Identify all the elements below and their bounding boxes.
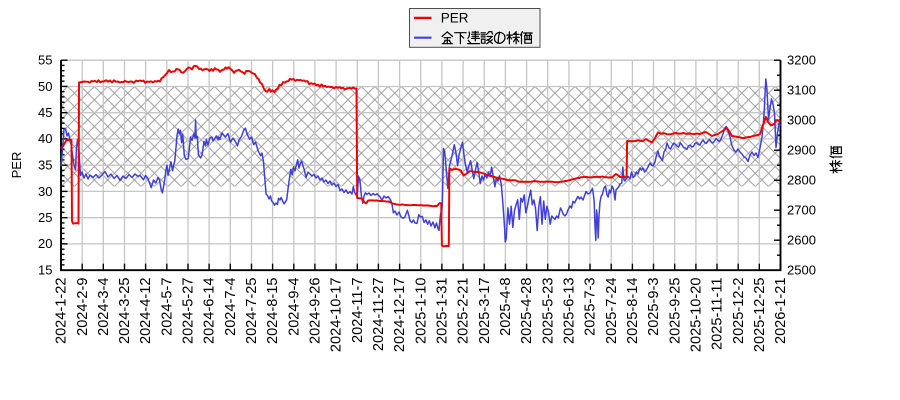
svg-text:2024-2-9: 2024-2-9 [75, 278, 91, 336]
svg-text:2600: 2600 [787, 233, 816, 248]
svg-text:2024-5-7: 2024-5-7 [159, 278, 175, 336]
svg-text:PER: PER [441, 11, 469, 26]
svg-text:2700: 2700 [787, 203, 816, 218]
svg-text:2025-6-13: 2025-6-13 [562, 278, 578, 345]
svg-text:2025-5-23: 2025-5-23 [540, 278, 556, 345]
svg-text:2024-8-15: 2024-8-15 [265, 278, 281, 345]
svg-text:2025-1-31: 2025-1-31 [435, 278, 451, 345]
svg-text:3100: 3100 [787, 83, 816, 98]
svg-text:2024-10-17: 2024-10-17 [329, 278, 345, 353]
svg-text:2025-9-25: 2025-9-25 [667, 278, 683, 345]
svg-text:25: 25 [38, 210, 52, 225]
svg-text:2024-3-25: 2024-3-25 [117, 278, 133, 345]
svg-text:2025-3-17: 2025-3-17 [477, 278, 493, 345]
svg-text:2500: 2500 [787, 263, 816, 278]
svg-text:35: 35 [38, 158, 52, 173]
svg-text:20: 20 [38, 236, 52, 251]
svg-text:2025-8-14: 2025-8-14 [625, 278, 641, 345]
svg-text:30: 30 [38, 184, 52, 199]
svg-text:3000: 3000 [787, 113, 816, 128]
svg-text:2024-11-27: 2024-11-27 [371, 278, 387, 352]
svg-text:2025-11-11: 2025-11-11 [710, 278, 726, 350]
svg-text:2025-12-2: 2025-12-2 [731, 278, 747, 345]
svg-text:2024-5-27: 2024-5-27 [181, 278, 197, 345]
svg-text:2025-4-8: 2025-4-8 [498, 278, 514, 336]
svg-text:3200: 3200 [787, 53, 816, 68]
svg-text:2025-2-21: 2025-2-21 [456, 278, 472, 345]
svg-text:45: 45 [38, 105, 52, 120]
svg-text:2025-1-10: 2025-1-10 [413, 278, 429, 345]
svg-text:2025-7-24: 2025-7-24 [604, 278, 620, 345]
svg-text:2024-9-4: 2024-9-4 [286, 278, 302, 336]
svg-text:2024-11-7: 2024-11-7 [350, 278, 366, 343]
svg-text:2024-1-22: 2024-1-22 [54, 278, 70, 345]
svg-text:2025-10-20: 2025-10-20 [689, 278, 705, 353]
svg-text:2900: 2900 [787, 143, 816, 158]
svg-text:PER: PER [9, 152, 24, 179]
svg-text:2024-9-26: 2024-9-26 [308, 278, 324, 345]
svg-text:2024-7-25: 2024-7-25 [244, 278, 260, 345]
svg-text:2025-7-3: 2025-7-3 [583, 278, 599, 336]
svg-text:2026-1-21: 2026-1-21 [773, 278, 789, 345]
svg-text:40: 40 [38, 131, 52, 146]
svg-text:2800: 2800 [787, 173, 816, 188]
svg-text:2024-3-4: 2024-3-4 [96, 278, 112, 336]
svg-text:55: 55 [38, 53, 52, 68]
svg-text:2025-12-25: 2025-12-25 [752, 278, 768, 353]
svg-text:2024-12-17: 2024-12-17 [392, 278, 408, 353]
svg-text:15: 15 [38, 263, 52, 278]
svg-text:2025-4-28: 2025-4-28 [519, 278, 535, 345]
svg-text:50: 50 [38, 79, 52, 94]
svg-text:2024-7-4: 2024-7-4 [223, 278, 239, 336]
svg-text:2024-4-12: 2024-4-12 [138, 278, 154, 345]
svg-text:2025-9-3: 2025-9-3 [646, 278, 662, 336]
svg-text:2024-6-14: 2024-6-14 [202, 278, 218, 345]
